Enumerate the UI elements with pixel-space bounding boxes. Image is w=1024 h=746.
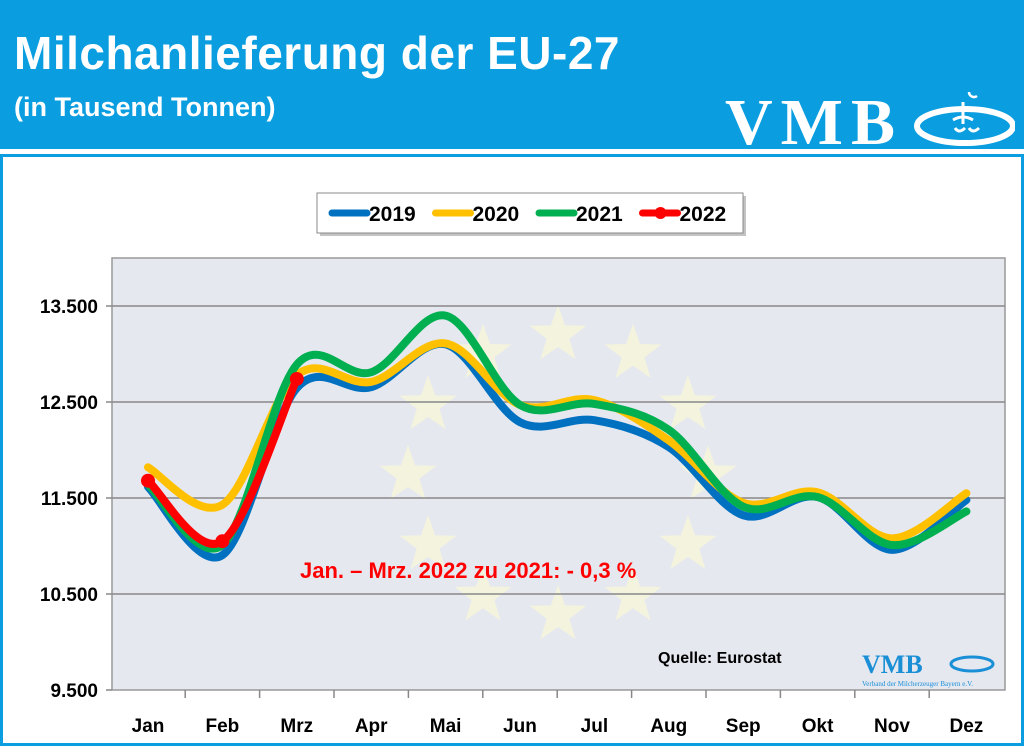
x-tick-label: Jul — [581, 716, 608, 737]
watermark-logo-icon — [949, 655, 995, 673]
data-point-2022 — [215, 534, 230, 549]
y-tick-label: 9.500 — [50, 681, 98, 702]
legend-marker — [654, 207, 667, 219]
vmb-logo: VMB — [725, 88, 1015, 150]
legend-label: 2019 — [369, 203, 416, 226]
data-point-2022 — [141, 473, 155, 488]
eu-star-decoration — [399, 515, 457, 570]
y-tick-label: 12.500 — [40, 393, 98, 414]
legend-label: 2022 — [680, 203, 727, 226]
watermark-logo-text: VMB — [862, 650, 923, 679]
source-label: Quelle: Eurostat — [658, 650, 782, 667]
x-tick-label: Feb — [206, 716, 240, 737]
header-banner: Milchanlieferung der EU-27 (in Tausend T… — [0, 0, 1024, 150]
eu-star-decoration — [379, 445, 437, 500]
eu-star-decoration — [529, 305, 587, 360]
watermark-logo-tagline: Verband der Milcherzeuger Bayern e.V. — [862, 680, 973, 688]
logo-text: VMB — [725, 88, 895, 150]
legend-label: 2021 — [576, 203, 623, 226]
page-title: Milchanlieferung der EU-27 — [14, 27, 621, 79]
y-tick-label: 13.500 — [40, 297, 98, 318]
y-tick-label: 11.500 — [41, 489, 98, 510]
x-tick-label: Dez — [950, 716, 984, 737]
x-tick-label: Mrz — [280, 716, 313, 737]
x-tick-label: Apr — [355, 716, 388, 737]
annotation-text: Jan. – Mrz. 2022 zu 2021: - 0,3 % — [300, 558, 636, 583]
x-tick-label: Sep — [726, 716, 761, 737]
x-tick-label: Aug — [650, 716, 687, 737]
legend-label: 2020 — [473, 203, 520, 226]
x-tick-label: Jan — [132, 716, 165, 737]
page-subtitle: (in Tausend Tonnen) — [14, 92, 276, 122]
x-tick-label: Nov — [874, 716, 910, 737]
eu-star-decoration — [604, 323, 662, 379]
x-tick-label: Okt — [802, 716, 834, 737]
y-tick-label: 10.500 — [40, 585, 98, 606]
x-tick-label: Mai — [430, 716, 462, 737]
eu-star-decoration — [659, 515, 717, 570]
data-point-2022 — [289, 371, 304, 386]
eu-star-decoration — [529, 585, 587, 640]
series-line-2021 — [144, 311, 971, 553]
x-tick-label: Jun — [503, 716, 537, 737]
